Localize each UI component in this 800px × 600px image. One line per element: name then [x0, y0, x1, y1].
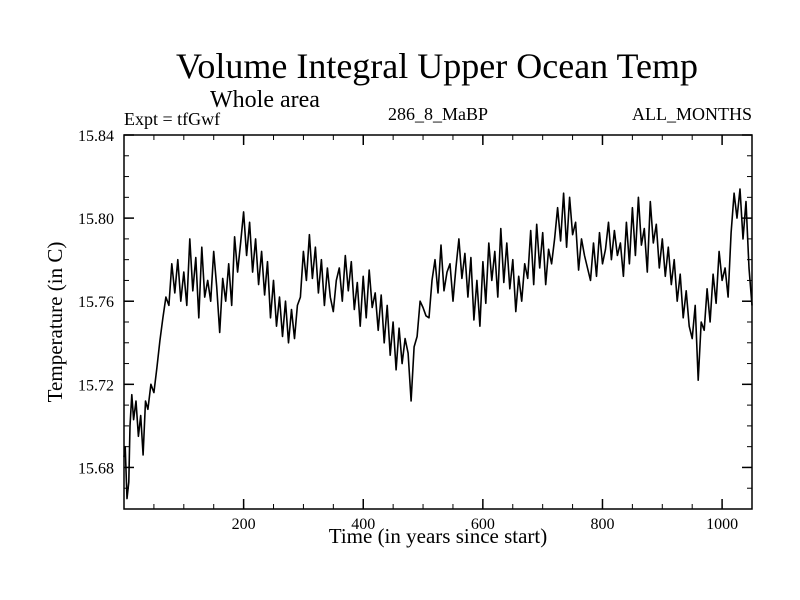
y-tick-label: 15.68: [78, 460, 114, 477]
y-tick-label: 15.84: [78, 128, 114, 145]
plot-frame: [123, 134, 753, 510]
months-label: ALL_MONTHS: [632, 104, 752, 124]
chart-subtitle: Whole area: [210, 87, 320, 113]
run-label: 286_8_MaBP: [388, 104, 488, 124]
y-tick-label: 15.72: [78, 377, 114, 394]
chart-title: Volume Integral Upper Ocean Temp: [176, 46, 698, 86]
series-group: [123, 188, 753, 500]
x-tick-label: 200: [232, 516, 256, 533]
y-tick-label: 15.80: [78, 211, 114, 228]
series-line: [123, 188, 753, 500]
y-tick-label: 15.76: [78, 294, 114, 311]
x-axis-label: Time (in years since start): [329, 524, 548, 548]
x-tick-label: 400: [351, 516, 375, 533]
experiment-label: Expt = tfGwf: [124, 109, 220, 129]
y-axis-label: Temperature (in C): [43, 242, 67, 403]
axes: 15.68 15.72 15.76 15.80 15.84 200 400 600 800 100…: [78, 128, 752, 533]
x-tick-label: 1000: [706, 516, 738, 533]
x-tick-label: 800: [590, 516, 614, 533]
x-tick-label: 600: [471, 516, 495, 533]
